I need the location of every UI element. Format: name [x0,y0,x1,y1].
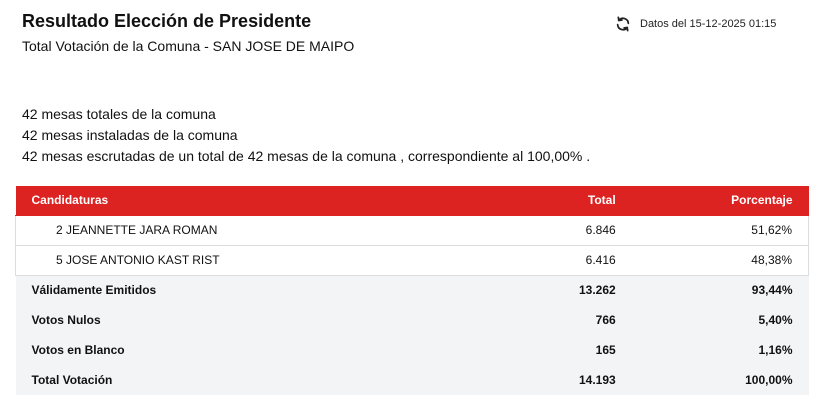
candidate-name: 5 JOSE ANTONIO KAST RIST [14,245,435,276]
column-header-total: Total [434,186,616,216]
summary-percentage: 5,40% [615,305,809,335]
candidate-total: 6.416 [434,245,616,276]
candidate-percentage: 48,38% [615,245,809,276]
summary-label: Votos Nulos [15,305,435,335]
data-timestamp: Datos del 15-12-2025 01:15 [615,16,776,32]
summary-total: 766 [434,305,616,335]
refresh-icon[interactable] [615,16,631,32]
page-title: Resultado Elección de Presidente [22,11,312,31]
candidate-name: 2 JEANNETTE JARA ROMAN [14,214,435,246]
total-tables-text: 42 mesas totales de la comuna [22,106,216,122]
counted-tables-text: 42 mesas escrutadas de un total de 42 me… [22,148,591,164]
summary-row-null-votes: Votos Nulos 766 5,40% [15,305,809,335]
summary-percentage: 1,16% [615,335,809,365]
summary-label: Total Votación [15,365,435,395]
tables-info: 42 mesas totales de la comuna 42 mesas i… [22,104,590,167]
summary-total: 14.193 [434,365,616,395]
candidate-percentage: 51,62% [615,214,809,246]
summary-percentage: 93,44% [615,275,809,305]
summary-total: 165 [434,335,616,365]
column-header-candidaturas: Candidaturas [15,186,435,216]
summary-label: Votos en Blanco [15,335,435,365]
summary-row-total-votes: Total Votación 14.193 100,00% [15,365,809,395]
timestamp-text: Datos del 15-12-2025 01:15 [640,18,777,30]
summary-row-valid-votes: Válidamente Emitidos 13.262 93,44% [15,275,809,305]
table-header-row: Candidaturas Total Porcentaje [15,186,809,216]
page-subtitle: Total Votación de la Comuna - SAN JOSE D… [22,38,355,54]
candidate-row: 2 JEANNETTE JARA ROMAN 6.846 51,62% [14,214,809,246]
column-header-porcentaje: Porcentaje [615,186,809,216]
installed-tables-text: 42 mesas instaladas de la comuna [22,127,238,143]
summary-row-blank-votes: Votos en Blanco 165 1,16% [15,335,809,365]
candidate-row: 5 JOSE ANTONIO KAST RIST 6.416 48,38% [14,245,809,276]
summary-percentage: 100,00% [615,365,809,395]
summary-label: Válidamente Emitidos [15,275,435,305]
candidate-total: 6.846 [434,214,616,246]
page-header: Resultado Elección de Presidente Total V… [22,10,354,55]
summary-total: 13.262 [434,275,616,305]
results-table: Candidaturas Total Porcentaje 2 JEANNETT… [14,186,809,395]
